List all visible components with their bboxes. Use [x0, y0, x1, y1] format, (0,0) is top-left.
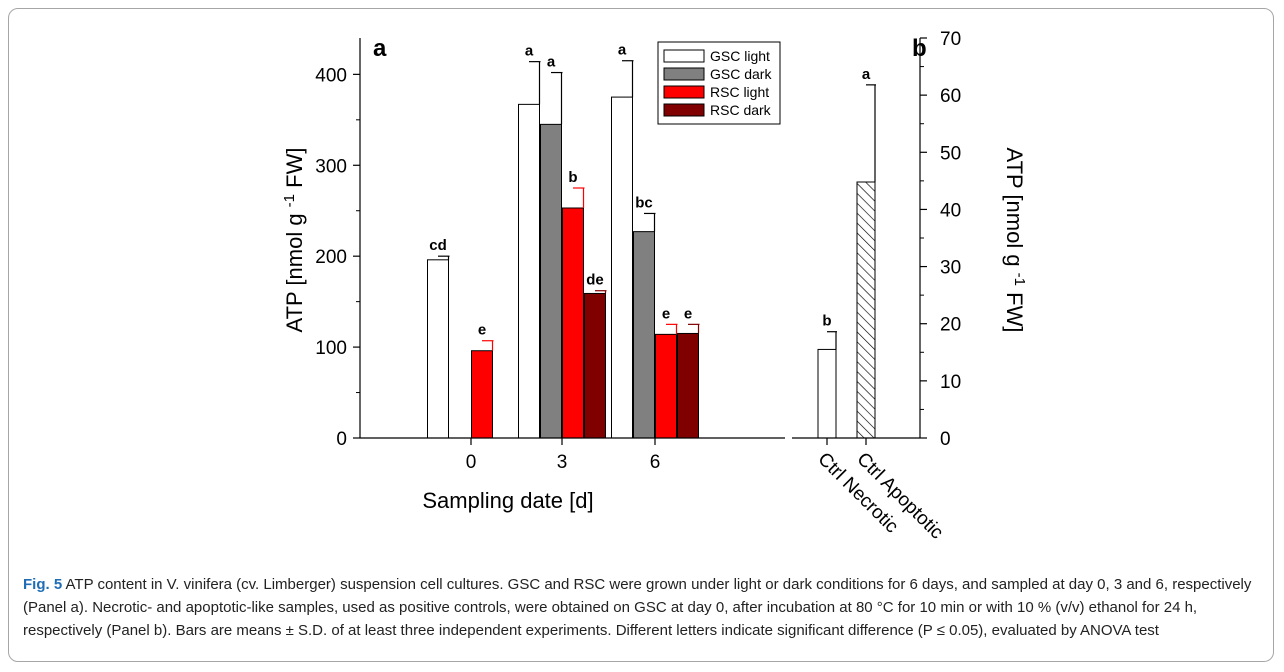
panel-a-x-axis-label: Sampling date [d] — [422, 488, 593, 513]
y-tick-label: 100 — [315, 338, 347, 359]
y-tick-label: 40 — [940, 200, 961, 221]
x-tick-label: 3 — [557, 452, 568, 473]
significance-letter: de — [586, 272, 604, 289]
bar-ctrl-apoptotic — [856, 181, 876, 439]
y-tick-label: 0 — [940, 429, 951, 450]
legend-swatch — [663, 49, 705, 63]
significance-letter: a — [547, 54, 556, 71]
legend-swatch — [663, 103, 705, 117]
legend-label: RSC dark — [710, 102, 772, 118]
panel-b-y-axis-label: ATP [nmol g -1 FW] — [1002, 148, 1029, 333]
y-tick-label: 400 — [315, 65, 347, 86]
significance-letter: e — [684, 305, 692, 322]
legend-label: GSC dark — [710, 66, 772, 82]
significance-letter: bc — [635, 194, 653, 211]
y-tick-label: 70 — [940, 29, 961, 50]
significance-letter: e — [478, 322, 486, 339]
legend-swatch — [663, 85, 705, 99]
y-tick-label: 0 — [336, 429, 347, 450]
y-tick-label: 50 — [940, 143, 961, 164]
bar-gsc-dark-day-3 — [540, 123, 562, 439]
bar-rsc-light-day-6 — [655, 333, 677, 439]
x-tick-label: 0 — [466, 452, 477, 473]
legend-label: RSC light — [710, 84, 769, 100]
panel-a-y-axis-label: ATP [nmol g -1 FW] — [281, 148, 308, 333]
y-tick-label: 10 — [940, 372, 961, 393]
panel-a-label: a — [373, 35, 387, 62]
significance-letter: b — [822, 313, 831, 330]
bar-rsc-light-day-3 — [562, 207, 584, 439]
bar-gsc-light-day-6 — [611, 96, 633, 439]
bar-gsc-light-day-0 — [427, 259, 449, 439]
y-tick-label: 20 — [940, 315, 961, 336]
significance-letter: e — [662, 305, 670, 322]
legend-swatch — [663, 67, 705, 81]
significance-letter: a — [862, 66, 871, 83]
y-tick-label: 300 — [315, 156, 347, 177]
y-tick-label: 60 — [940, 86, 961, 107]
y-tick-label: 30 — [940, 258, 961, 279]
significance-letter: b — [568, 169, 577, 186]
figure-caption: Fig. 5 ATP content in V. vinifera (cv. L… — [23, 573, 1263, 642]
panel-b-label: b — [912, 35, 927, 62]
x-tick-label: 6 — [650, 452, 661, 473]
caption-figure-number: Fig. 5 — [23, 576, 63, 593]
legend: GSC light GSC dark RSC light RSC dark — [657, 41, 781, 125]
y-tick-label: 200 — [315, 247, 347, 268]
bar-gsc-light-day-3 — [518, 103, 540, 439]
bar-rsc-light-day-0 — [471, 350, 493, 439]
bar-rsc-dark-day-6 — [677, 332, 699, 439]
bar-ctrl-necrotic — [817, 348, 837, 439]
significance-letter: cd — [429, 237, 447, 254]
caption-text: ATP content in V. vinifera (cv. Limberge… — [23, 576, 1252, 639]
significance-letter: a — [618, 42, 627, 59]
bar-rsc-dark-day-3 — [584, 292, 606, 439]
bar-gsc-dark-day-6 — [633, 231, 655, 439]
significance-letter: a — [525, 43, 534, 60]
legend-label: GSC light — [710, 48, 770, 64]
